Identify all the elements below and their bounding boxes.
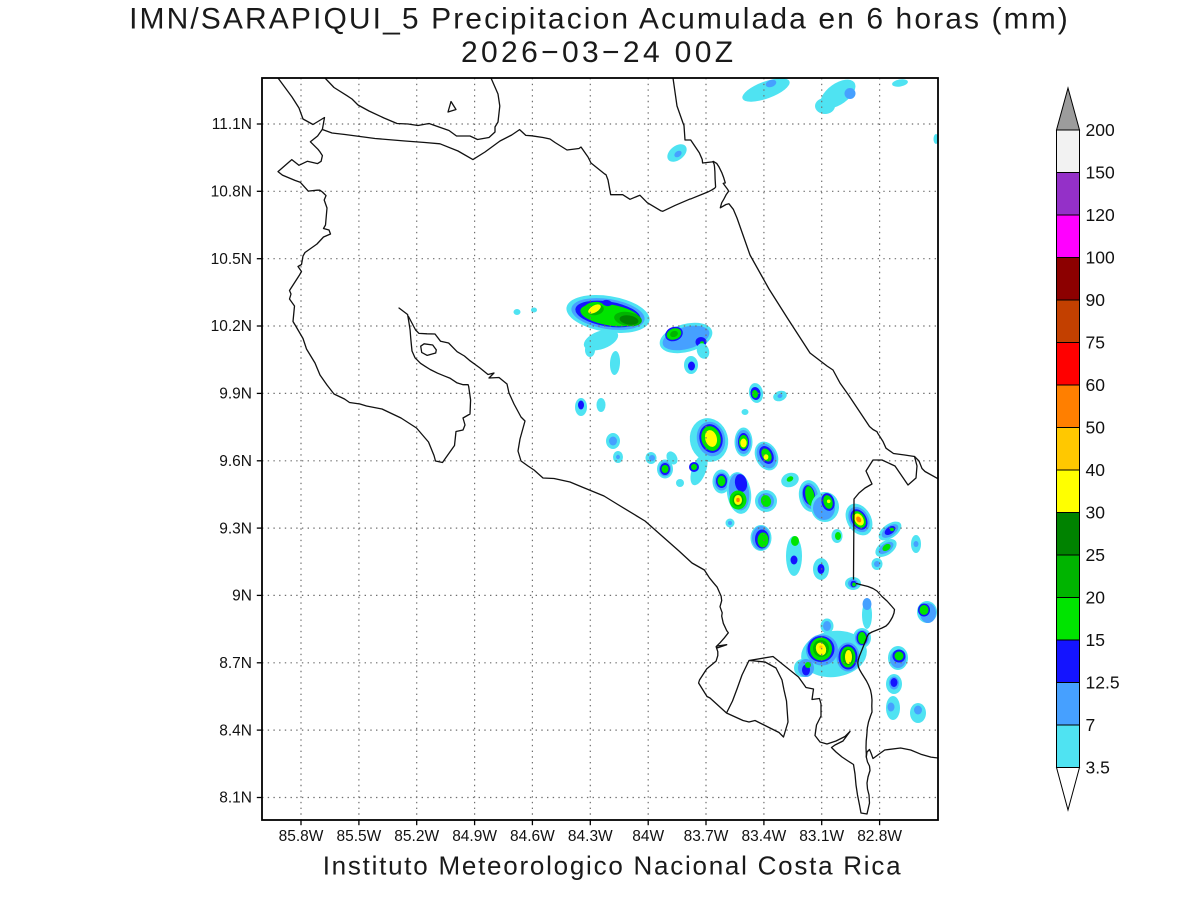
svg-text:40: 40 (1086, 460, 1106, 480)
svg-text:9.9N: 9.9N (219, 386, 252, 403)
svg-text:15: 15 (1086, 630, 1105, 650)
svg-text:84.3W: 84.3W (568, 828, 613, 845)
svg-text:10.8N: 10.8N (211, 184, 252, 201)
svg-text:2026−03−24 00Z: 2026−03−24 00Z (461, 36, 736, 69)
svg-text:84W: 84W (632, 828, 664, 845)
svg-text:60: 60 (1086, 375, 1106, 395)
svg-text:150: 150 (1086, 163, 1115, 183)
svg-text:3.5: 3.5 (1086, 758, 1110, 778)
svg-text:120: 120 (1086, 205, 1115, 225)
svg-text:50: 50 (1086, 418, 1106, 438)
svg-text:11.1N: 11.1N (212, 116, 252, 133)
svg-text:83.1W: 83.1W (799, 828, 844, 845)
svg-text:82.8W: 82.8W (857, 828, 902, 845)
svg-text:84.9W: 84.9W (452, 828, 497, 845)
svg-text:9.3N: 9.3N (219, 520, 252, 537)
svg-text:12.5: 12.5 (1086, 673, 1120, 693)
svg-text:Instituto Meteorologico Nacion: Instituto Meteorologico Nacional Costa R… (323, 851, 903, 881)
svg-text:8.1N: 8.1N (219, 790, 252, 807)
svg-text:85.5W: 85.5W (336, 828, 381, 845)
svg-text:83.7W: 83.7W (684, 828, 729, 845)
svg-text:30: 30 (1086, 503, 1106, 523)
svg-text:IMN/SARAPIQUI_5 Precipitacion: IMN/SARAPIQUI_5 Precipitacion Acumulada … (129, 3, 1070, 36)
svg-text:200: 200 (1086, 120, 1115, 140)
svg-text:83.4W: 83.4W (741, 828, 786, 845)
svg-text:20: 20 (1086, 588, 1106, 608)
svg-text:84.6W: 84.6W (510, 828, 555, 845)
svg-text:9N: 9N (232, 588, 252, 605)
svg-text:85.2W: 85.2W (394, 828, 439, 845)
svg-text:7: 7 (1086, 715, 1096, 735)
svg-text:10.5N: 10.5N (211, 251, 252, 268)
svg-text:8.7N: 8.7N (219, 655, 252, 672)
svg-text:75: 75 (1086, 333, 1105, 353)
svg-text:25: 25 (1086, 545, 1105, 565)
svg-text:85.8W: 85.8W (279, 828, 324, 845)
svg-text:8.4N: 8.4N (219, 722, 252, 739)
svg-text:90: 90 (1086, 290, 1106, 310)
svg-text:10.2N: 10.2N (211, 318, 252, 335)
svg-text:9.6N: 9.6N (219, 453, 252, 470)
svg-text:100: 100 (1086, 248, 1115, 268)
